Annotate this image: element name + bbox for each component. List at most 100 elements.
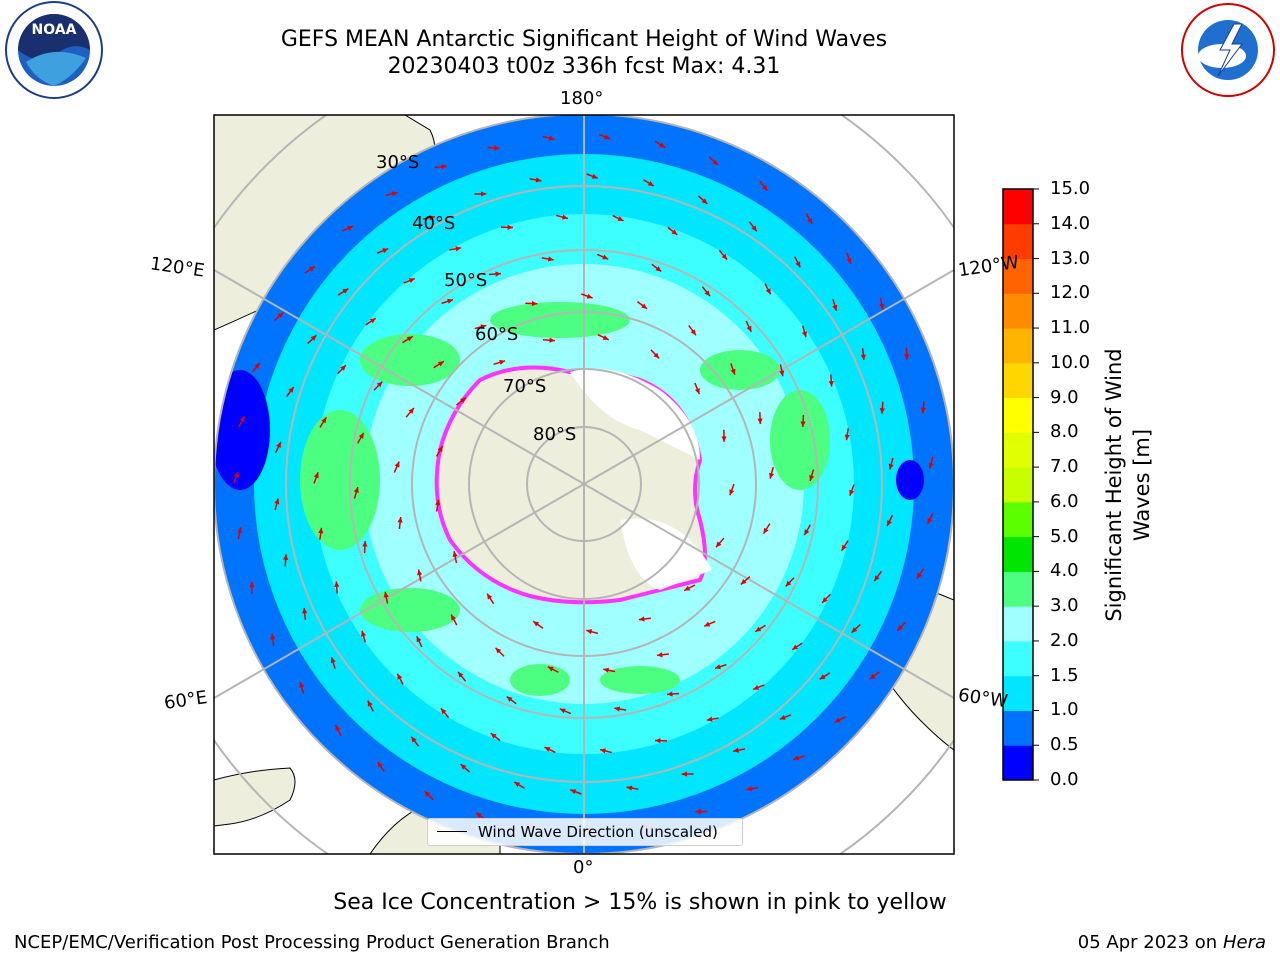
wind-wave-arrowhead [313, 472, 319, 479]
wind-wave-arrowhead [377, 761, 383, 768]
generated-date: 05 Apr 2023 on Hera [1078, 932, 1266, 953]
wind-wave-arrowhead [617, 216, 624, 221]
wind-wave-arrowhead [376, 381, 383, 388]
colorbar-segment [1003, 397, 1033, 433]
wind-wave-arrows [233, 133, 934, 835]
colorbar-segment [1003, 640, 1033, 677]
wind-wave-arrowhead [308, 266, 315, 272]
wind-wave-arrowhead [801, 331, 808, 338]
wind-wave-arrowhead [321, 417, 327, 424]
wind-wave-arrowhead [586, 629, 593, 635]
wind-wave-arrowhead [239, 416, 245, 423]
wind-wave-arrowhead [920, 407, 926, 414]
wind-wave-arrowhead [751, 225, 757, 232]
wind-wave-arrowhead [602, 335, 609, 340]
wind-wave-arrowhead [302, 607, 308, 614]
wind-wave-arrowhead [762, 184, 768, 191]
wind-wave-arrowhead [604, 134, 611, 140]
wind-wave-arrowhead [428, 215, 435, 221]
wind-wave-arrowhead [641, 303, 648, 309]
wind-wave-arrowhead [531, 300, 538, 307]
wind-wave-arrowhead [233, 471, 239, 478]
colorbar-tick-label: 9.0 [1050, 386, 1079, 408]
colorbar-tick-label: 13.0 [1050, 247, 1091, 269]
lat-label-80s: 80°S [533, 424, 577, 445]
colorbar-tick-label: 4.0 [1050, 560, 1079, 582]
wind-wave-arrowhead [733, 747, 740, 753]
wind-wave-arrowhead [694, 388, 700, 395]
wind-wave-arrowhead [547, 256, 554, 262]
wind-wave-arrowhead [391, 191, 398, 197]
wind-wave-arrowhead [460, 764, 467, 770]
wind-wave-arrowhead [655, 738, 661, 744]
wind-wave-arrowhead [424, 791, 431, 797]
wind-wave-arrowhead [763, 527, 769, 534]
wind-wave-arrowhead [342, 288, 349, 294]
map-legend: Wind Wave Direction (unscaled) [427, 818, 743, 846]
colorbar-tick-label: 0.0 [1050, 769, 1079, 790]
wind-wave-arrowhead [408, 278, 415, 284]
wind-wave-arrowhead [458, 671, 464, 678]
colorbar-tick-label: 12.0 [1050, 282, 1091, 304]
wind-wave-arrowhead [318, 527, 324, 534]
wind-wave-arrowhead [928, 462, 934, 469]
colorbar-tick-label: 1.5 [1050, 664, 1079, 686]
wind-wave-arrowhead [254, 362, 260, 369]
wind-wave-arrowhead [655, 266, 662, 272]
wind-wave-arrowhead [653, 352, 660, 359]
colorbar-title: Significant Height of Wind Waves [m] [1102, 348, 1154, 622]
wind-wave-arrowhead [481, 191, 487, 197]
wind-wave-arrowhead [844, 434, 850, 441]
wind-wave-arrowhead [533, 621, 540, 627]
wind-wave-arrowhead [408, 408, 414, 414]
wind-wave-arrowhead [822, 597, 828, 603]
wind-wave-arrowhead [755, 626, 762, 632]
plot-subtitle: 20230403 t00z 336h fcst Max: 4.31 [387, 54, 781, 79]
wind-wave-arrowhead [860, 354, 866, 361]
wind-wave-arrowhead [819, 674, 826, 680]
colorbar-tick-label: 1.0 [1050, 699, 1079, 721]
wind-wave-arrowhead [904, 354, 910, 360]
wind-wave-arrowhead [740, 578, 747, 585]
wind-wave-arrowhead [455, 246, 462, 252]
graticule [214, 115, 954, 854]
colorbar-frame [1002, 188, 1034, 781]
wind-wave-arrowhead [411, 736, 417, 743]
wind-wave-arrowhead [828, 381, 834, 387]
wind-wave-arrowhead [779, 714, 786, 720]
wind-wave-arrowhead [809, 475, 815, 481]
wind-wave-arrowhead [276, 442, 281, 449]
wind-wave-arrowhead [447, 298, 454, 304]
wind-wave-arrowhead [237, 527, 243, 534]
colorbar-segment [1003, 467, 1033, 503]
wind-wave-arrowhead [340, 365, 346, 371]
lat-label-40s: 40°S [412, 213, 456, 234]
lat-label-30s: 30°S [376, 152, 420, 173]
lat-label-50s: 50°S [444, 270, 488, 291]
wind-wave-arrowhead [330, 657, 336, 664]
colorbar-tick-label: 3.0 [1050, 595, 1079, 617]
wind-wave-arrowhead [480, 324, 487, 330]
wind-wave-arrowhead [437, 361, 444, 367]
colorbar-tick-label: 15.0 [1050, 178, 1091, 199]
colorbar-segment [1003, 675, 1033, 711]
wind-wave-arrowhead [547, 666, 554, 672]
wind-wave-arrowhead [681, 771, 687, 777]
wind-wave-arrowhead [704, 621, 711, 627]
wind-wave-arrowhead [656, 652, 663, 658]
wind-wave-arrowhead [586, 293, 593, 299]
wind-wave-arrowhead [851, 627, 858, 633]
wind-wave-arrowhead [451, 614, 457, 621]
wind-wave-arrowhead [795, 261, 801, 268]
colorbar-segment [1003, 745, 1033, 781]
wind-wave-arrowhead [879, 303, 885, 310]
wind-wave-arrowhead [335, 724, 341, 731]
wind-wave-arrowhead [358, 432, 364, 439]
lon-label-180: 180° [560, 88, 604, 109]
lat-label-60s: 60°S [475, 324, 519, 345]
wind-wave-arrowhead [897, 625, 903, 631]
wind-wave-arrowhead [437, 446, 443, 453]
wind-wave-arrowhead [495, 647, 502, 654]
wind-wave-arrowhead [730, 368, 736, 375]
wind-wave-arrowhead [600, 748, 607, 754]
